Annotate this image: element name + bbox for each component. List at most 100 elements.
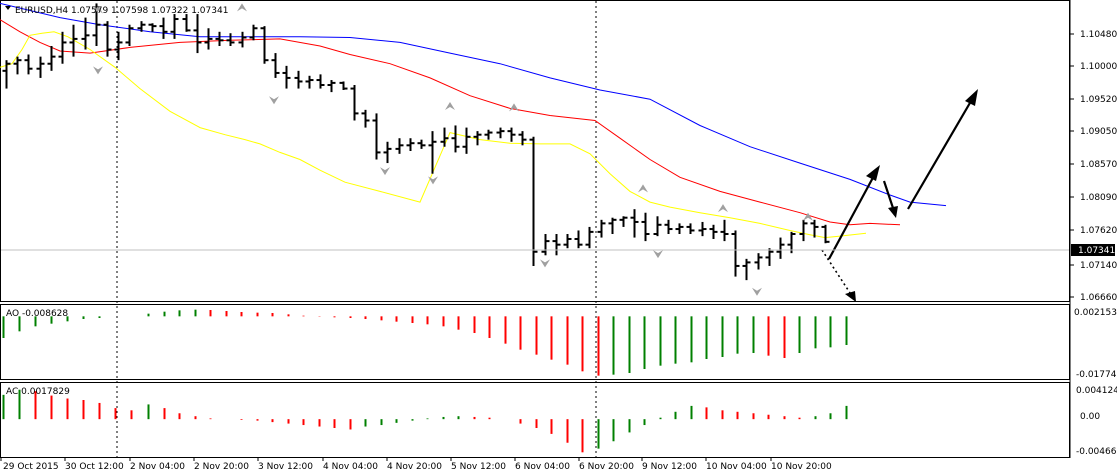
ao-pane-header: AO -0.008628	[6, 309, 68, 319]
ohlc-bar	[305, 75, 314, 89]
last-price-text: 1.07341	[1078, 246, 1115, 256]
fractal-down-marker	[380, 167, 390, 176]
ohlc-bar	[36, 56, 45, 78]
price-tick: 1.08570	[1080, 160, 1117, 170]
price-tick: 1.07620	[1080, 226, 1117, 236]
ohlc-bar	[417, 139, 426, 149]
ohlc-bar	[2, 60, 11, 89]
ohlc-bar	[776, 237, 785, 259]
fractal-up-marker	[803, 212, 813, 221]
last-price-tag	[1071, 244, 1115, 256]
ohlc-bar	[518, 131, 527, 146]
fractal-up-marker	[237, 3, 247, 12]
arrow-up-short	[828, 171, 877, 260]
ohlc-bar	[821, 224, 830, 244]
ohlc-bar	[754, 253, 763, 270]
ohlc-bar	[249, 24, 258, 41]
ohlc-bar	[585, 226, 594, 249]
fractal-up-marker	[638, 184, 648, 193]
time-tick: 10 Nov 04:00	[706, 462, 767, 472]
price-tick: 1.09050	[1080, 127, 1117, 137]
ohlc-bar	[114, 31, 123, 61]
ohlc-bar	[383, 141, 392, 164]
fractal-down-marker	[428, 176, 438, 185]
ohlc-bar	[563, 234, 572, 249]
forecast-arrows[interactable]	[821, 89, 978, 302]
ohlc-bar	[137, 21, 146, 32]
time-tick: 10 Nov 20:00	[771, 462, 832, 472]
ohlc-bar	[810, 219, 819, 238]
time-tick: 2 Nov 20:00	[194, 462, 249, 472]
fractal-down-marker	[540, 259, 550, 268]
time-tick: 30 Oct 12:00	[65, 462, 124, 472]
ohlc-bar	[462, 127, 471, 154]
arrowhead-down-mid	[888, 206, 898, 218]
arrowhead-down-dotted	[845, 291, 856, 302]
ohlc-bar	[13, 56, 22, 75]
ohlc-bar	[529, 136, 538, 266]
ohlc-bar	[799, 219, 808, 242]
fractal-up-marker	[509, 103, 519, 112]
time-tick: 29 Oct 2015	[3, 462, 59, 472]
ohlc-bar	[709, 224, 718, 239]
ohlc-bar	[170, 14, 179, 39]
ohlc-bar	[271, 53, 280, 78]
ohlc-bar	[103, 21, 112, 57]
period-separators	[116, 1, 597, 457]
ohlc-bar	[182, 14, 191, 32]
price-tick: 1.06660	[1080, 293, 1117, 303]
ohlc-bar	[81, 17, 90, 50]
ohlc-bar	[372, 113, 381, 160]
ohlc-bar	[361, 109, 370, 128]
ohlc-bar	[541, 234, 550, 256]
ohlc-bar	[552, 234, 561, 256]
ohlc-bar	[484, 129, 493, 140]
ma-slow-line	[0, 2, 947, 207]
fractal-down-marker	[752, 287, 762, 296]
ohlc-bar	[47, 45, 56, 71]
ohlc-bar	[473, 131, 482, 146]
ac-tick-top: 0.004124	[1076, 386, 1117, 396]
fractal-up-marker	[445, 102, 455, 111]
arrowhead-up-long	[965, 89, 978, 106]
ohlc-bar	[24, 54, 33, 75]
ao-tick-top: 0.002153	[1074, 308, 1117, 318]
ohlc-bar	[731, 230, 740, 277]
ma-fast-line	[0, 31, 867, 239]
arrow-up-long	[907, 95, 975, 210]
fractal-up-marker	[718, 204, 728, 213]
ac-pane-header: AC 0.0017829	[6, 387, 70, 397]
ohlc-bar	[350, 85, 359, 121]
ohlc-bar	[653, 216, 662, 237]
ohlc-bar	[720, 219, 729, 242]
ohlc-bar	[664, 219, 673, 235]
price-tick: 1.09520	[1080, 95, 1117, 105]
ohlc-bar	[765, 248, 774, 266]
ohlc-bar	[574, 230, 583, 249]
ao-tick-bottom: -0.017743	[1076, 370, 1117, 380]
ohlc-bar	[125, 24, 134, 46]
ohlc-bar	[260, 26, 269, 64]
ohlc-bar	[148, 23, 157, 32]
ohlc-bar	[159, 17, 168, 39]
time-tick: 2 Nov 04:00	[130, 462, 185, 472]
ohlc-bar	[428, 131, 437, 174]
ohlc-bar	[619, 216, 628, 227]
ohlc-bar	[451, 125, 460, 153]
price-tick: 1.10000	[1080, 62, 1117, 72]
time-tick: 4 Nov 20:00	[387, 462, 442, 472]
price-tick: 1.07140	[1080, 261, 1117, 271]
ohlc-bar	[406, 138, 415, 151]
ohlc-bar	[327, 80, 336, 93]
symbol-menu-icon[interactable]	[5, 6, 11, 10]
ac-tick-zero: 0.00	[1080, 412, 1100, 422]
ohlc-bar	[675, 223, 684, 235]
time-tick: 9 Nov 12:00	[642, 462, 697, 472]
ohlc-bar	[193, 14, 202, 54]
ohlc-bar	[282, 65, 291, 89]
arrow-down-dotted	[821, 249, 853, 297]
ohlc-bar	[238, 31, 247, 48]
ohlc-bar	[215, 31, 224, 46]
ohlc-bar	[226, 33, 235, 46]
